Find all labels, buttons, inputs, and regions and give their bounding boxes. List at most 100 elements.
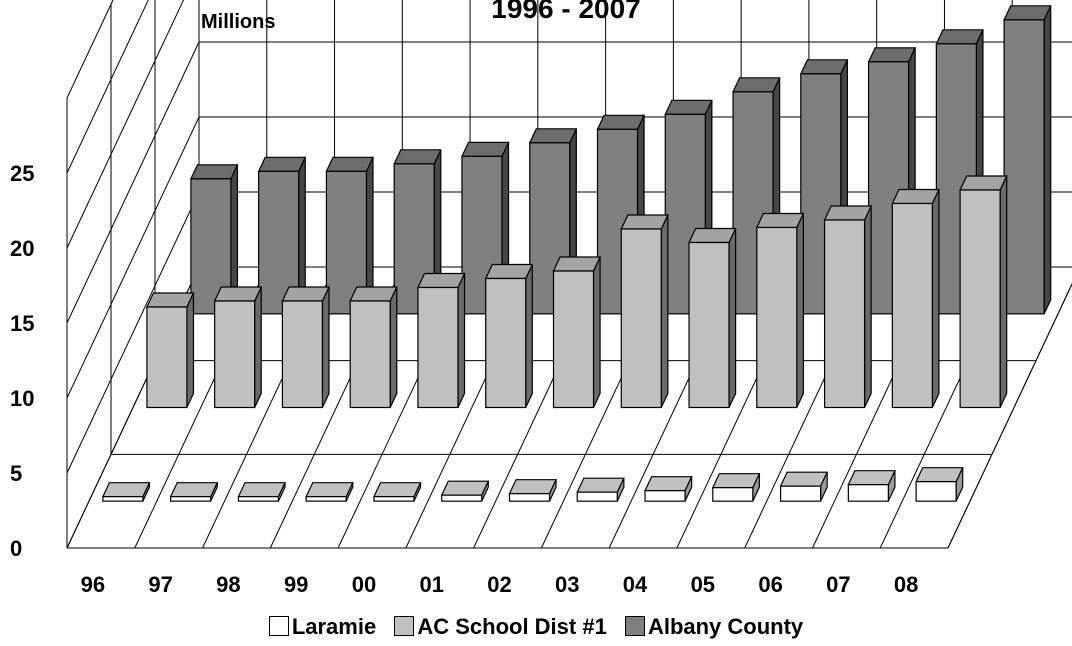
bar-top [867,47,917,63]
bar-front [915,481,957,502]
bar-front [712,487,754,502]
bar-top [484,263,534,280]
x-tick-label: 06 [758,572,782,597]
bar [349,286,398,409]
bar [169,482,219,502]
bar-side [796,213,804,408]
bar-top [189,164,239,180]
bar-top [823,205,873,221]
bar-top [393,149,442,165]
bar-top [915,467,964,483]
bar-front [170,496,212,502]
x-tick-label: 05 [691,572,715,597]
bar-top [688,227,737,244]
bar-top [779,471,829,487]
bar-top [799,59,849,75]
bar-side [863,205,872,408]
bar-side [254,286,262,408]
bar-top [257,156,307,172]
bar-front [664,113,706,315]
bar [145,292,195,409]
bar-top [664,99,713,115]
legend-item-albany-county: Albany County [624,614,803,640]
x-tick-label: 01 [419,572,443,597]
x-tick-label: 02 [487,572,511,597]
bar-side [931,189,940,408]
bar-side [728,228,737,408]
legend-label-laramie: Laramie [291,614,377,639]
x-tick-label: 00 [352,572,376,597]
bar-top [508,479,558,495]
bar-top [935,29,984,45]
bar-front [959,189,1001,409]
bar-side [389,286,398,408]
x-tick-label: 07 [826,572,850,597]
legend: Laramie AC School Dist #1 Albany County [0,614,1072,640]
bar [779,471,829,502]
bar-top [644,476,693,492]
bar-front [281,300,324,409]
bar-top [237,482,286,498]
bar-front [214,300,256,409]
bar-front [441,494,483,502]
bar [711,473,761,502]
bar [281,286,330,409]
bar-top [373,482,422,498]
y-tick-label: 25 [10,161,34,186]
bar [305,482,354,502]
bar-top [596,114,646,130]
bar [484,263,534,409]
bar [213,286,263,409]
bar-top [528,128,578,144]
bar-top [169,482,219,498]
legend-item-laramie: Laramie [268,614,377,640]
bar-top [417,272,466,289]
bar-front [237,496,280,502]
bar-front [417,286,459,409]
bar-front [576,491,618,502]
y-axis-ticks: 0 5 10 15 20 25 [10,161,34,561]
legend-swatch-school-dist [394,616,415,636]
y-tick-label: 20 [10,236,34,261]
y-axis-label: Millions [201,11,275,33]
x-tick-label: 04 [623,572,648,597]
bar-top [281,286,330,302]
bar [101,482,151,502]
bar-top [305,482,354,498]
bar [915,467,964,502]
bar [508,479,558,502]
bar-top [1003,5,1052,21]
bar-front [349,300,391,409]
bar-front [190,178,232,315]
bar-front [305,496,347,502]
bar-top [891,188,940,205]
x-tick-label: 08 [894,572,918,597]
bar-front [620,228,662,409]
bar-front [508,493,551,502]
bar-front [688,241,730,409]
bar [823,205,873,409]
bar-side [999,175,1008,408]
bar-side [660,214,669,408]
bar-top [620,214,669,230]
bar [189,164,239,315]
bar-front [373,496,415,502]
bar-side [457,273,466,408]
chart-title: 1996 - 2007 [491,0,640,24]
bar-front [552,270,595,409]
bar-top [847,470,896,486]
y-tick-label: 0 [10,536,22,561]
bar-side [321,286,330,408]
bar [576,477,625,502]
bar-top [711,473,761,489]
bar-top [755,212,805,229]
bar-front [891,202,933,409]
bar-front [779,485,822,502]
bar-front [102,496,144,502]
x-tick-label: 99 [284,572,308,597]
bar [644,476,693,502]
bar [1003,5,1052,315]
bar [373,482,422,502]
bar-front [485,277,527,409]
